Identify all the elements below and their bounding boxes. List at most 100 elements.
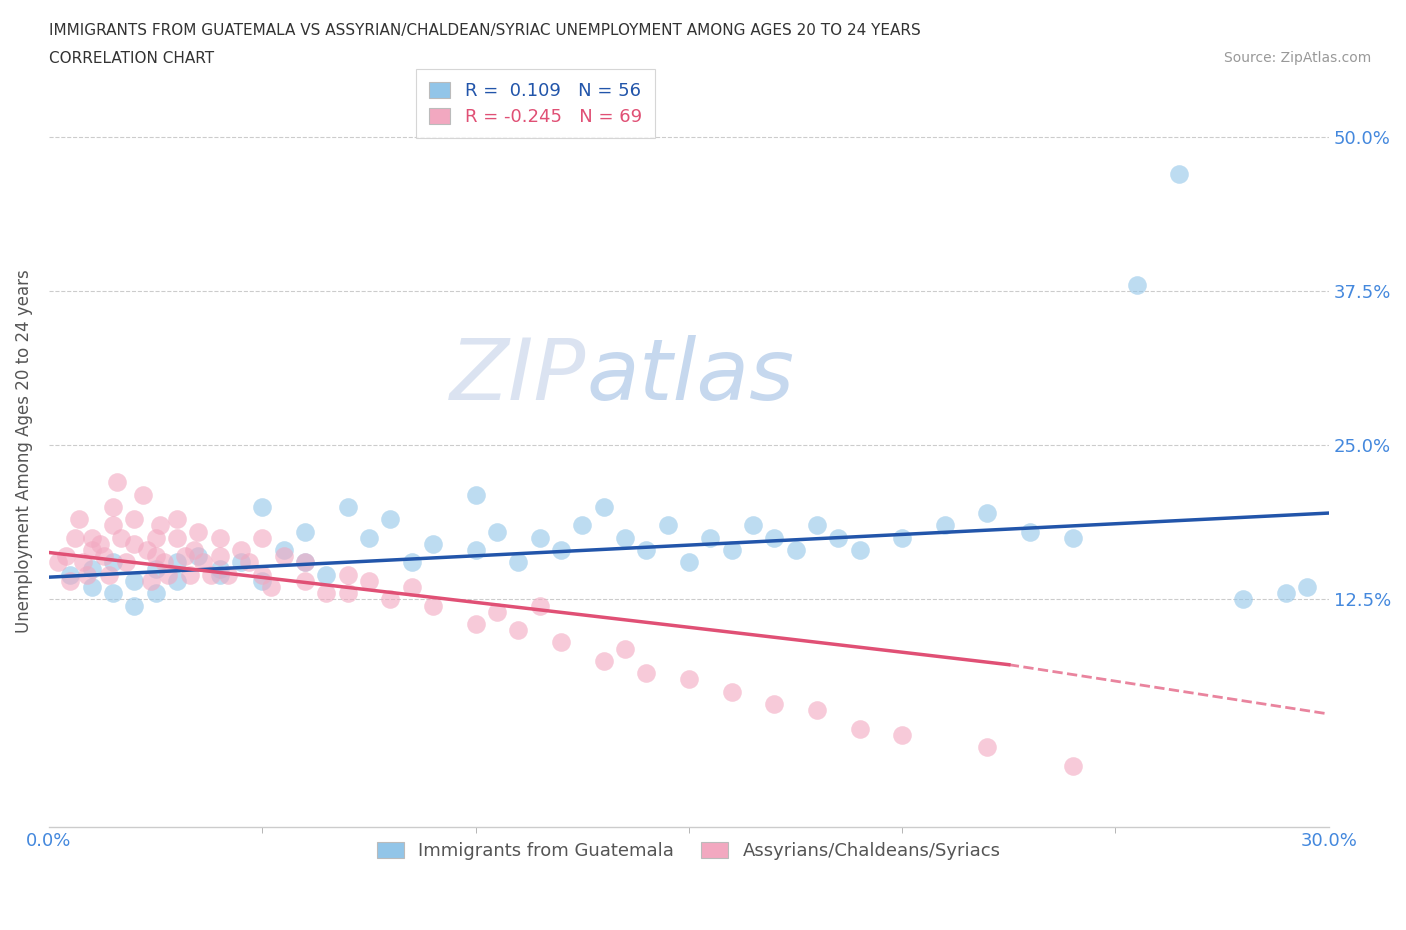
Point (80, 561, 103, 576)
Text: Source: ZipAtlas.com: Source: ZipAtlas.com (1223, 51, 1371, 65)
Point (336, 586, 359, 601)
Point (401, 555, 423, 570)
Point (934, 518, 956, 533)
Point (464, 542, 486, 557)
Point (260, 579, 283, 594)
Point (208, 549, 231, 564)
Point (422, 598, 444, 613)
Point (294, 555, 316, 570)
Point (336, 499, 359, 514)
Point (252, 530, 274, 545)
Point (1126, 277, 1149, 292)
Point (72, 555, 94, 570)
Point (124, 574, 146, 589)
Point (699, 530, 721, 545)
Point (273, 542, 295, 557)
Point (657, 518, 679, 533)
Point (238, 555, 260, 570)
Point (1019, 525, 1042, 539)
Point (678, 672, 700, 687)
Point (613, 641, 636, 656)
Text: CORRELATION CHART: CORRELATION CHART (49, 51, 214, 66)
Point (315, 586, 337, 601)
Point (380, 591, 402, 606)
Point (174, 549, 197, 564)
Point (145, 561, 167, 576)
Point (145, 549, 167, 564)
Point (157, 567, 180, 582)
Point (1275, 586, 1298, 601)
Point (763, 530, 786, 545)
Point (294, 555, 316, 570)
Point (124, 537, 146, 551)
Point (1062, 530, 1084, 545)
Point (508, 623, 530, 638)
Point (124, 512, 146, 526)
Point (636, 666, 658, 681)
Point (485, 604, 508, 619)
Point (105, 475, 128, 490)
Point (636, 542, 658, 557)
Point (101, 499, 124, 514)
Point (80, 542, 103, 557)
Point (508, 555, 530, 570)
Point (59, 574, 82, 589)
Point (529, 530, 551, 545)
Point (785, 542, 807, 557)
Point (827, 530, 849, 545)
Point (89, 537, 111, 551)
Point (114, 555, 136, 570)
Point (132, 487, 155, 502)
Text: ZIP: ZIP (450, 335, 586, 418)
Point (208, 567, 231, 582)
Point (208, 561, 231, 576)
Point (848, 542, 870, 557)
Point (187, 525, 209, 539)
Point (187, 549, 209, 564)
Point (891, 530, 914, 545)
Point (571, 518, 593, 533)
Point (592, 654, 614, 669)
Point (101, 586, 124, 601)
Point (191, 555, 214, 570)
Point (124, 598, 146, 613)
Point (101, 518, 124, 533)
Point (166, 512, 188, 526)
Point (763, 697, 786, 711)
Point (97, 567, 120, 582)
Point (145, 530, 167, 545)
Point (720, 542, 742, 557)
Point (720, 684, 742, 699)
Point (357, 530, 380, 545)
Point (166, 530, 188, 545)
Point (678, 555, 700, 570)
Point (1296, 579, 1319, 594)
Point (315, 567, 337, 582)
Point (153, 555, 176, 570)
Point (166, 574, 188, 589)
Text: atlas: atlas (586, 335, 794, 418)
Point (252, 567, 274, 582)
Point (208, 530, 231, 545)
Point (80, 530, 103, 545)
Text: IMMIGRANTS FROM GUATEMALA VS ASSYRIAN/CHALDEAN/SYRIAC UNEMPLOYMENT AMONG AGES 20: IMMIGRANTS FROM GUATEMALA VS ASSYRIAN/CH… (49, 23, 921, 38)
Point (63, 530, 86, 545)
Point (166, 555, 188, 570)
Point (806, 518, 828, 533)
Point (592, 499, 614, 514)
Point (464, 487, 486, 502)
Point (46, 555, 69, 570)
Point (229, 542, 252, 557)
Point (217, 567, 239, 582)
Point (422, 537, 444, 551)
Point (741, 518, 763, 533)
Point (229, 555, 252, 570)
Point (464, 617, 486, 631)
Point (136, 542, 159, 557)
Point (976, 740, 998, 755)
Point (529, 598, 551, 613)
Point (848, 722, 870, 737)
Point (550, 635, 572, 650)
Point (1232, 591, 1254, 606)
Point (93, 549, 115, 564)
